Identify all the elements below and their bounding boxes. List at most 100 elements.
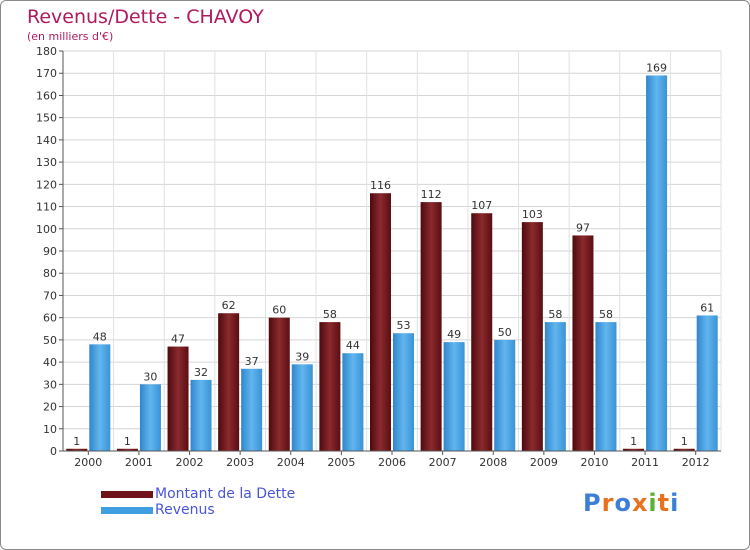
logo-letter: i: [648, 489, 658, 517]
x-tick-label: 2005: [327, 456, 355, 469]
bar-dette: [268, 317, 290, 451]
y-tick-label: 70: [43, 289, 57, 302]
x-tick-label: 2007: [429, 456, 457, 469]
logo-letter: x: [631, 489, 649, 517]
bar-revenus: [342, 353, 364, 451]
x-tick-label: 2009: [530, 456, 558, 469]
bar-revenus: [291, 364, 313, 451]
y-tick-label: 20: [43, 401, 57, 414]
y-tick-label: 90: [43, 245, 57, 258]
data-label: 169: [646, 61, 667, 74]
bar-dette: [623, 448, 645, 451]
chart-subtitle: (en milliers d'€): [27, 30, 114, 43]
data-label: 58: [323, 308, 337, 321]
x-tick-label: 2012: [682, 456, 710, 469]
bar-revenus: [241, 368, 263, 451]
data-label: 103: [522, 208, 543, 221]
bar-revenus: [443, 342, 465, 451]
bar-revenus: [494, 339, 516, 451]
data-label: 44: [346, 339, 360, 352]
legend-label-dette: Montant de la Dette: [155, 486, 296, 502]
y-tick-label: 120: [36, 178, 57, 191]
data-label: 47: [171, 333, 185, 346]
bar-dette: [370, 193, 391, 451]
y-tick-label: 10: [43, 423, 57, 436]
data-label: 53: [397, 319, 411, 332]
data-label: 58: [548, 308, 562, 321]
bar-revenus: [190, 379, 212, 451]
x-tick-label: 2002: [176, 456, 204, 469]
logo-letter: i: [670, 489, 680, 517]
x-tick-label: 2011: [631, 456, 659, 469]
logo-letter: r: [601, 489, 615, 517]
bar-dette: [167, 346, 189, 451]
data-label: 39: [295, 350, 309, 363]
data-label: 50: [498, 326, 512, 339]
bar-dette: [319, 322, 341, 451]
x-tick-label: 2004: [277, 456, 305, 469]
y-tick-label: 30: [43, 378, 57, 391]
legend-swatch-revenus: [101, 506, 153, 514]
data-label: 58: [599, 308, 613, 321]
y-tick-label: 170: [36, 67, 57, 80]
y-tick-label: 60: [43, 312, 57, 325]
y-tick-label: 180: [36, 45, 57, 58]
bar-dette: [572, 235, 594, 451]
bar-revenus: [139, 384, 161, 451]
data-label: 1: [124, 435, 131, 448]
bar-revenus: [646, 75, 668, 451]
data-label: 1: [681, 435, 688, 448]
y-tick-label: 150: [36, 112, 57, 125]
logo-letter: t: [657, 489, 671, 517]
bar-dette: [116, 448, 138, 451]
y-tick-label: 160: [36, 89, 57, 102]
data-label: 112: [421, 188, 442, 201]
data-label: 62: [222, 299, 236, 312]
legend: Montant de la Dette Revenus: [101, 486, 295, 518]
x-tick-label: 2000: [74, 456, 102, 469]
proxiti-logo: Proxiti: [583, 489, 679, 517]
data-label: 60: [272, 304, 286, 317]
x-tick-label: 2001: [125, 456, 153, 469]
data-label: 1: [73, 435, 80, 448]
data-label: 37: [245, 355, 259, 368]
x-tick-label: 2010: [580, 456, 608, 469]
bar-dette: [673, 448, 695, 451]
chart-title: Revenus/Dette - CHAVOY: [27, 6, 264, 28]
bar-revenus: [89, 344, 111, 451]
legend-item-dette: Montant de la Dette: [101, 486, 295, 502]
data-label: 116: [370, 179, 391, 192]
bar-dette: [218, 313, 240, 451]
x-tick-label: 2003: [226, 456, 254, 469]
y-tick-label: 100: [36, 223, 57, 236]
y-tick-label: 130: [36, 156, 57, 169]
y-tick-label: 0: [50, 445, 57, 458]
data-label: 48: [93, 330, 107, 343]
bar-dette: [66, 448, 88, 451]
bar-revenus: [595, 322, 617, 451]
y-tick-label: 110: [36, 201, 57, 214]
bar-revenus: [544, 322, 566, 451]
y-tick-label: 40: [43, 356, 57, 369]
data-label: 107: [471, 199, 492, 212]
legend-swatch-dette: [101, 490, 153, 498]
data-label: 61: [700, 301, 714, 314]
data-label: 32: [194, 366, 208, 379]
bar-revenus: [393, 333, 414, 451]
data-label: 30: [143, 370, 157, 383]
data-label: 49: [447, 328, 461, 341]
bar-dette: [471, 213, 493, 451]
data-label: 1: [630, 435, 637, 448]
y-tick-label: 140: [36, 134, 57, 147]
data-label: 97: [576, 221, 590, 234]
bar-dette: [521, 222, 543, 451]
y-tick-label: 50: [43, 334, 57, 347]
legend-label-revenus: Revenus: [155, 502, 215, 518]
x-tick-label: 2008: [479, 456, 507, 469]
logo-letter: o: [614, 489, 632, 517]
x-tick-label: 2006: [378, 456, 406, 469]
y-tick-label: 80: [43, 267, 57, 280]
bar-dette: [420, 202, 442, 451]
